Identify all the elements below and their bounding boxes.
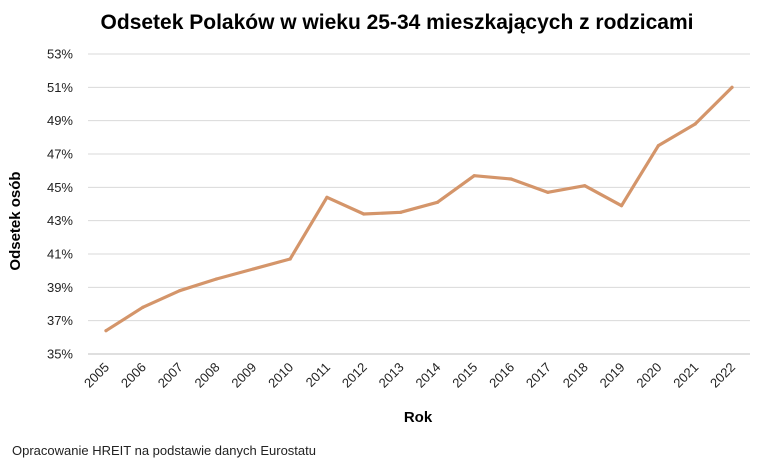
y-tick-label: 41% — [47, 247, 73, 262]
x-tick-label: 2008 — [192, 360, 223, 391]
data-point — [288, 257, 292, 261]
source-note: Opracowanie HREIT na podstawie danych Eu… — [12, 443, 316, 458]
data-point — [141, 305, 145, 309]
x-tick-label: 2017 — [523, 360, 554, 391]
x-tick-label: 2012 — [339, 360, 370, 391]
x-tick-label: 2014 — [412, 360, 443, 391]
y-axis-title: Odsetek osób — [7, 171, 24, 270]
x-tick-label: 2020 — [633, 360, 664, 391]
y-tick-label: 53% — [47, 47, 73, 62]
data-point — [656, 144, 660, 148]
x-tick-label: 2011 — [303, 360, 333, 390]
data-point — [178, 289, 182, 293]
y-tick-label: 43% — [47, 213, 73, 228]
data-point — [509, 177, 513, 181]
x-tick-label: 2010 — [265, 360, 296, 391]
x-tick-label: 2009 — [228, 360, 259, 391]
y-axis-ticks: 35% 37% 39% 41% 43% 45% 47% 49% 51% 53% — [47, 47, 73, 362]
data-point — [251, 267, 255, 271]
data-point — [619, 204, 624, 208]
gridlines — [88, 53, 750, 355]
data-point — [214, 277, 219, 281]
series-line — [104, 85, 734, 333]
data-point — [730, 85, 734, 89]
x-axis-ticks: 2005 2006 2007 2008 2009 2010 2011 2012 2013 2014… — [81, 360, 738, 391]
x-tick-label: 2006 — [118, 360, 149, 391]
y-tick-label: 35% — [47, 347, 73, 362]
y-tick-label: 47% — [47, 147, 73, 162]
data-point — [398, 210, 403, 214]
x-tick-label: 2016 — [486, 360, 517, 391]
data-point — [583, 184, 587, 188]
x-tick-label: 2015 — [449, 360, 480, 391]
y-tick-label: 39% — [47, 280, 73, 295]
y-tick-label: 51% — [47, 80, 73, 95]
data-point — [546, 190, 550, 194]
data-point — [325, 195, 329, 199]
x-tick-label: 2022 — [707, 360, 738, 391]
y-tick-label: 37% — [47, 313, 73, 328]
y-tick-label: 45% — [47, 180, 73, 195]
x-tick-label: 2005 — [81, 360, 112, 391]
data-point — [693, 122, 697, 126]
x-tick-label: 2007 — [155, 360, 186, 391]
x-tick-label: 2013 — [376, 360, 407, 391]
series-layer — [104, 85, 734, 333]
data-point — [435, 200, 440, 204]
x-tick-label: 2019 — [597, 360, 628, 391]
x-tick-label: 2021 — [670, 360, 701, 391]
y-tick-label: 49% — [47, 113, 73, 128]
data-point — [362, 212, 366, 216]
x-axis-title: Rok — [404, 409, 433, 426]
chart-title: Odsetek Polaków w wieku 25-34 mieszkając… — [101, 11, 694, 34]
data-point — [104, 329, 108, 333]
data-point — [472, 174, 476, 178]
x-tick-label: 2018 — [560, 360, 591, 391]
